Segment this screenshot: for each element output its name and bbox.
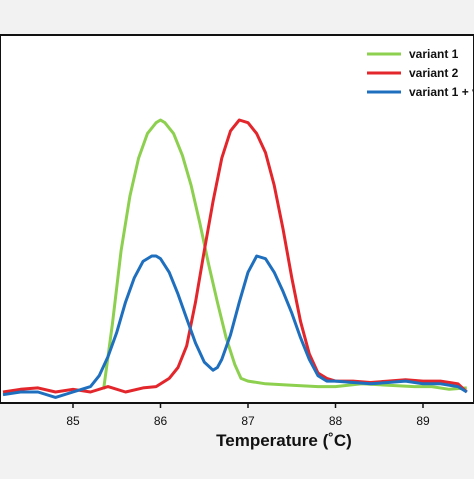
x-tick-label: 88 [329,414,343,428]
x-tick-label: 89 [416,414,430,428]
legend-label-1: variant 1 [409,47,459,61]
x-axis: 85 86 87 88 89 [66,403,430,428]
x-tick-label: 86 [154,414,168,428]
plot-area [0,34,474,404]
series-line-3 [2,254,468,399]
legend: variant 1 variant 2 variant 1 + variant 2 [367,47,474,99]
x-tick-label: 85 [66,414,80,428]
legend-label-2: variant 2 [409,66,459,80]
x-axis-label: Temperature (˚C) [216,431,352,450]
x-tick-label: 87 [241,414,255,428]
legend-label-3: variant 1 + variant 2 [409,85,474,99]
series-layer [2,118,468,399]
